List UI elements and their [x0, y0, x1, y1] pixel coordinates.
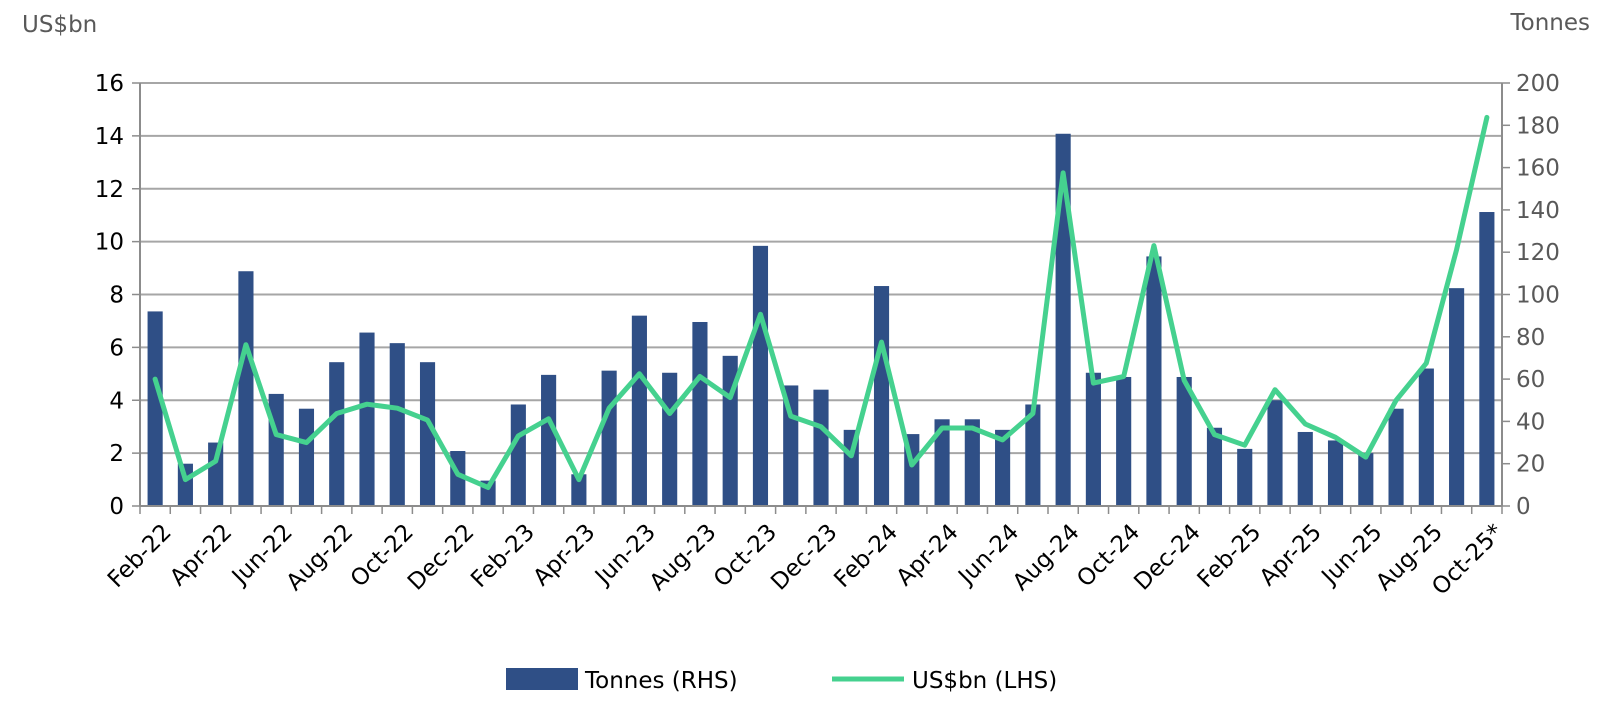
right-tick-label: 20: [1516, 452, 1545, 478]
left-tick-label: 6: [109, 335, 124, 361]
bar-Feb-23: [510, 404, 526, 506]
x-tick-label: Aug-22: [282, 519, 359, 596]
legend-swatch-tonnes: [506, 668, 578, 690]
bar-Oct-23: [752, 245, 769, 507]
bar-Aug-23: [692, 321, 708, 506]
bar-Aug-25: [1418, 368, 1434, 506]
left-tick-label: 2: [109, 441, 124, 467]
bar-Aug-24: [1055, 133, 1071, 506]
right-axis-unit-label: Tonnes: [1509, 10, 1590, 36]
left-tick-label: 4: [109, 388, 124, 414]
bar-Oct-25*: [1479, 212, 1495, 506]
bar-May-23: [601, 370, 617, 506]
x-tick-label: Feb-24: [829, 519, 903, 593]
bar-Apr-23: [571, 474, 587, 506]
bar-Oct-24: [1116, 376, 1132, 506]
right-tick-label: 0: [1516, 494, 1531, 520]
right-tick-label: 120: [1516, 240, 1560, 266]
right-tick-label: 100: [1516, 283, 1560, 309]
bar-Dec-23: [813, 389, 829, 506]
right-tick-label: 80: [1516, 325, 1545, 351]
bar-Feb-25: [1237, 448, 1253, 506]
bar-Nov-24: [1146, 256, 1162, 506]
bar-Jun-23: [631, 315, 647, 506]
bar-May-22: [238, 271, 254, 506]
bar-Sep-24: [1085, 372, 1101, 506]
right-tick-label: 40: [1516, 409, 1545, 435]
x-axis-ticks: Feb-22Apr-22Jun-22Aug-22Oct-22Dec-22Feb-…: [103, 519, 1508, 600]
x-tick-label: Apr-22: [165, 519, 237, 591]
left-axis-unit-label: US$bn: [22, 12, 97, 38]
x-tick-label: Aug-24: [1008, 519, 1085, 596]
bar-Jul-22: [298, 408, 315, 506]
bar-Jul-25: [1388, 408, 1404, 506]
bar-Oct-22: [389, 343, 405, 506]
right-axis-ticks: 0 20 40 60 80 100 120 140 160 180 200: [1502, 71, 1560, 520]
x-tick-label: Dec-23: [766, 519, 842, 595]
right-tick-label: 200: [1516, 71, 1560, 97]
left-tick-label: 8: [109, 283, 124, 309]
left-tick-label: 16: [95, 71, 124, 97]
x-tick-label: Apr-23: [528, 519, 600, 591]
bar-Nov-22: [419, 362, 436, 506]
bar-series-tonnes: [147, 133, 1495, 507]
bar-Sep-22: [359, 332, 375, 506]
bar-Jun-25: [1358, 453, 1374, 506]
bar-Apr-24: [934, 419, 950, 506]
bar-Jun-24: [995, 429, 1011, 506]
bar-Aug-22: [329, 362, 345, 506]
bar-May-25: [1327, 440, 1344, 506]
bar-Apr-25: [1297, 431, 1313, 506]
left-tick-label: 14: [95, 124, 124, 150]
x-tick-label: Aug-23: [645, 519, 722, 596]
left-tick-label: 12: [95, 177, 124, 203]
bar-Jul-23: [662, 372, 678, 506]
legend-label-usd: US$bn (LHS): [912, 668, 1057, 694]
bar-Apr-22: [208, 442, 224, 506]
bar-May-24: [964, 419, 980, 506]
line-series-usd: [152, 114, 1490, 490]
x-tick-label: Feb-23: [466, 519, 540, 593]
line-usd: [152, 114, 1490, 490]
x-tick-label: Dec-22: [403, 519, 479, 595]
bar-Jul-24: [1025, 404, 1041, 506]
x-tick-label: Apr-25: [1255, 519, 1327, 591]
right-tick-label: 180: [1516, 113, 1560, 139]
right-tick-label: 60: [1516, 367, 1545, 393]
x-tick-label: Feb-25: [1193, 519, 1267, 593]
x-tick-label: Dec-24: [1129, 519, 1205, 595]
bar-Mar-25: [1267, 400, 1283, 506]
x-tick-label: Apr-24: [892, 519, 964, 591]
legend-label-tonnes: Tonnes (RHS): [584, 668, 738, 694]
x-tick-label: Feb-22: [103, 519, 177, 593]
bar-Feb-24: [873, 286, 890, 506]
left-axis-ticks: 0 2 4 6 8 10 12 14 16: [95, 71, 140, 520]
right-tick-label: 160: [1516, 156, 1560, 182]
bar-Jan-25: [1206, 427, 1223, 506]
bar-Mar-23: [541, 374, 557, 506]
left-tick-label: 10: [95, 230, 124, 256]
bar-Jun-22: [268, 393, 284, 506]
right-tick-label: 140: [1516, 198, 1560, 224]
bar-Feb-22: [147, 311, 163, 506]
bar-Dec-24: [1176, 376, 1192, 506]
legend: Tonnes (RHS) US$bn (LHS): [506, 668, 1057, 694]
bar-Sep-25: [1449, 288, 1465, 506]
axes: [139, 83, 1503, 514]
left-tick-label: 0: [109, 494, 124, 520]
